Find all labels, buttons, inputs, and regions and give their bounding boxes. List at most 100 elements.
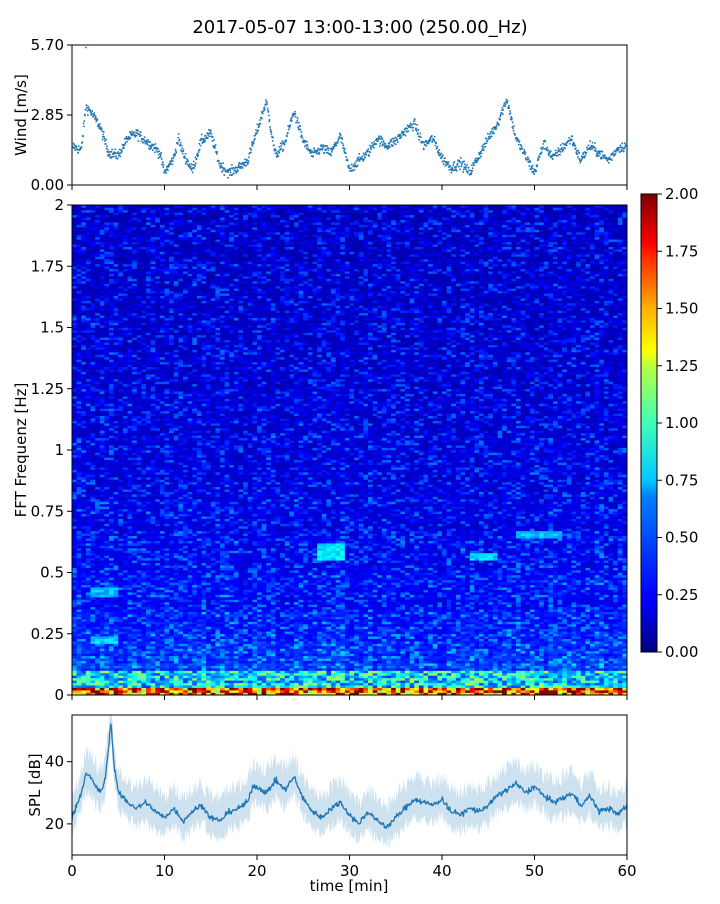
spectrogram-cell — [239, 624, 244, 627]
spectrogram-cell — [141, 663, 146, 666]
spectrogram-cell — [262, 626, 267, 629]
spectrogram-cell — [470, 661, 475, 664]
spectrogram-cell — [81, 634, 86, 637]
spectrogram-cell — [322, 688, 327, 691]
spectrogram-cell — [72, 631, 77, 634]
spectrogram-cell — [359, 666, 364, 669]
spectrogram-cell — [174, 658, 179, 661]
spectrogram-cell — [160, 656, 165, 659]
spectrogram-cell — [572, 688, 577, 691]
spectrogram-cell — [419, 690, 424, 693]
spectrogram-cell — [576, 636, 581, 639]
spectrogram-cell — [488, 661, 493, 664]
spectrogram-cell — [155, 629, 160, 632]
spectrogram-cell — [340, 678, 345, 681]
spectrogram-cell — [294, 680, 299, 683]
spectrogram-cell — [95, 639, 100, 642]
wind-point — [149, 148, 151, 150]
spectrogram-cell — [220, 629, 225, 632]
spectrogram-cell — [465, 648, 470, 651]
spectrogram-cell — [516, 658, 521, 661]
spectrogram-cell — [539, 690, 544, 693]
spectrogram-cell — [114, 622, 119, 625]
spectrogram-cell — [544, 636, 549, 639]
spectrogram-cell — [271, 631, 276, 634]
spectrogram-cell — [428, 673, 433, 676]
spectrogram-cell — [451, 641, 456, 644]
wind-point — [200, 145, 202, 147]
spectrogram-cell — [414, 624, 419, 627]
spectrogram-cell — [95, 634, 100, 637]
spectrogram-cell — [271, 634, 276, 637]
spectrogram-cell — [599, 690, 604, 693]
spectrogram-cell — [428, 680, 433, 683]
spectrogram-cell — [160, 636, 165, 639]
spectrogram-cell — [516, 661, 521, 664]
spectrogram-cell — [206, 626, 211, 629]
spectrogram-cell — [363, 658, 368, 661]
wind-point — [364, 154, 366, 156]
wind-point — [385, 143, 387, 145]
spectrogram-cell — [544, 624, 549, 627]
wind-point — [341, 137, 343, 139]
spectrogram-cell — [276, 653, 281, 656]
spectrogram-cell — [382, 688, 387, 691]
spectrogram-cell — [498, 685, 503, 688]
spectrogram-cell — [609, 688, 614, 691]
spectrogram-cell — [576, 624, 581, 627]
wind-point — [268, 111, 270, 113]
spectrogram-cell — [169, 639, 174, 642]
spectrogram-cell — [424, 666, 429, 669]
spectrogram-cell — [447, 646, 452, 649]
spectrogram-cell — [146, 644, 151, 647]
wind-point — [157, 151, 159, 153]
spectrogram-cell — [502, 622, 507, 625]
spectrogram-cell — [128, 644, 133, 647]
spectrogram-cell — [104, 634, 109, 637]
spectrogram-cell — [225, 661, 230, 664]
spectrogram-cell — [604, 631, 609, 634]
spectrogram-cell — [479, 622, 484, 625]
spectrogram-cell — [618, 661, 623, 664]
spectrogram-cell — [72, 639, 77, 642]
spectrogram-cell — [442, 646, 447, 649]
spectrogram-cell — [262, 661, 267, 664]
spectrogram-cell — [322, 648, 327, 651]
spectrogram-cell — [424, 673, 429, 676]
spectrogram-cell — [303, 658, 308, 661]
spectrogram-cell — [220, 634, 225, 637]
wind-point — [153, 144, 155, 146]
spectrogram-cell — [530, 656, 535, 659]
spectrogram-cell — [239, 666, 244, 669]
spectrogram-cell — [215, 673, 220, 676]
spectrogram-cell — [280, 658, 285, 661]
spectrogram-cell — [197, 685, 202, 688]
wind-point — [248, 157, 250, 159]
spectrogram-cell — [141, 683, 146, 686]
spectrogram-cell — [539, 639, 544, 642]
spectrogram-cell — [262, 688, 267, 691]
spectrogram-cell — [363, 680, 368, 683]
wind-point — [596, 154, 598, 156]
spectrogram-cell — [567, 636, 572, 639]
wind-point — [618, 149, 620, 151]
spectrogram-cell — [192, 658, 197, 661]
spectrogram-cell — [590, 671, 595, 674]
spectrogram-cell — [104, 622, 109, 625]
spectrogram-cell — [215, 629, 220, 632]
spectrogram-cell — [86, 648, 91, 651]
wind-point — [162, 166, 164, 168]
spectrogram-cell — [276, 629, 281, 632]
spectrogram-cell — [326, 683, 331, 686]
spectrogram-cell — [252, 668, 257, 671]
wind-point — [172, 160, 174, 162]
spectrogram-cell — [280, 624, 285, 627]
spectrogram-cell — [488, 673, 493, 676]
spectrogram-cell — [86, 680, 91, 683]
spectrogram-cell — [123, 661, 128, 664]
spectrogram-cell — [470, 656, 475, 659]
spectrogram-cell — [100, 663, 105, 666]
spectrogram-cell — [405, 624, 410, 627]
spectrogram-cell — [576, 656, 581, 659]
spectrogram-cell — [155, 641, 160, 644]
